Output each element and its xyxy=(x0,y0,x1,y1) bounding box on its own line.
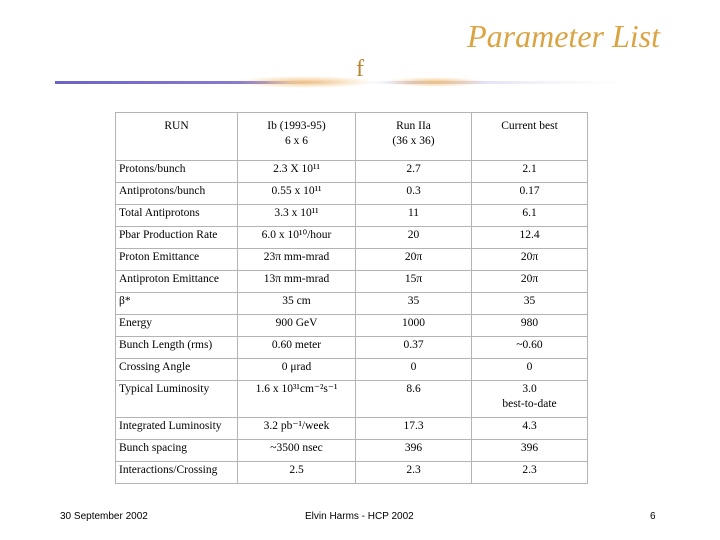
cell-run-iia: 1000 xyxy=(355,314,472,337)
decoration-glyph: f xyxy=(356,56,364,82)
cell-run-iia: 15π xyxy=(355,270,472,293)
cell-run-ib: 2.5 xyxy=(237,461,356,484)
cell-run-iia: 0.3 xyxy=(355,182,472,205)
cell-current-best: 4.3 xyxy=(471,417,588,440)
header-run-iia-line2: (36 x 36) xyxy=(392,135,435,147)
row-label: Proton Emittance xyxy=(115,248,238,271)
title-underline-decoration xyxy=(55,76,655,90)
table-row: Antiproton Emittance 13π mm-mrad 15π 20π xyxy=(115,270,588,293)
cell-current-best: 2.3 xyxy=(471,461,588,484)
table-header-row: RUN Ib (1993-95) 6 x 6 Run IIa (36 x 36)… xyxy=(115,112,588,161)
row-label: Interactions/Crossing xyxy=(115,461,238,484)
header-run: RUN xyxy=(115,112,238,161)
cell-current-best-value: 3.0 xyxy=(522,383,537,395)
cell-run-iia: 2.7 xyxy=(355,160,472,183)
row-label: Integrated Luminosity xyxy=(115,417,238,440)
table-row: Protons/bunch 2.3 X 10¹¹ 2.7 2.1 xyxy=(115,160,588,183)
cell-run-iia: 35 xyxy=(355,292,472,315)
footer-date: 30 September 2002 xyxy=(60,511,148,522)
cell-run-iia: 0.37 xyxy=(355,336,472,359)
table-row: Bunch Length (rms) 0.60 meter 0.37 ~0.60 xyxy=(115,336,588,359)
cell-run-iia: 2.3 xyxy=(355,461,472,484)
table-row: Integrated Luminosity 3.2 pb⁻¹/week 17.3… xyxy=(115,417,588,440)
cell-run-ib: 0 μrad xyxy=(237,358,356,381)
cell-current-best: 2.1 xyxy=(471,160,588,183)
row-label: Bunch Length (rms) xyxy=(115,336,238,359)
cell-run-ib: 1.6 x 10³¹cm⁻²s⁻¹ xyxy=(237,380,356,418)
cell-current-best: 20π xyxy=(471,270,588,293)
header-current-best: Current best xyxy=(471,112,588,161)
parameter-table: RUN Ib (1993-95) 6 x 6 Run IIa (36 x 36)… xyxy=(115,112,588,484)
table-row: Proton Emittance 23π mm-mrad 20π 20π xyxy=(115,248,588,271)
slide-title: Parameter List xyxy=(467,18,660,54)
footer-presenter: Elvin Harms - HCP 2002 xyxy=(305,511,414,522)
table-row: Pbar Production Rate 6.0 x 10¹⁰/hour 20 … xyxy=(115,226,588,249)
row-label: Crossing Angle xyxy=(115,358,238,381)
row-label: Typical Luminosity xyxy=(115,380,238,418)
cell-current-best: 35 xyxy=(471,292,588,315)
cell-run-iia: 11 xyxy=(355,204,472,227)
header-run-ib-line1: Ib (1993-95) xyxy=(267,120,326,132)
table-row: Typical Luminosity 1.6 x 10³¹cm⁻²s⁻¹ 8.6… xyxy=(115,380,588,418)
cell-run-iia: 0 xyxy=(355,358,472,381)
cell-current-best: 12.4 xyxy=(471,226,588,249)
footer-page-number: 6 xyxy=(650,511,656,522)
row-label: Total Antiprotons xyxy=(115,204,238,227)
cell-run-ib: 3.2 pb⁻¹/week xyxy=(237,417,356,440)
table-row: Antiprotons/bunch 0.55 x 10¹¹ 0.3 0.17 xyxy=(115,182,588,205)
cell-run-ib: 6.0 x 10¹⁰/hour xyxy=(237,226,356,249)
row-label: Pbar Production Rate xyxy=(115,226,238,249)
row-label: β* xyxy=(115,292,238,315)
row-label: Energy xyxy=(115,314,238,337)
header-run-iia: Run IIa (36 x 36) xyxy=(355,112,472,161)
cell-run-iia: 396 xyxy=(355,439,472,462)
row-label: Antiprotons/bunch xyxy=(115,182,238,205)
table-row: Crossing Angle 0 μrad 0 0 xyxy=(115,358,588,381)
cell-run-ib: 13π mm-mrad xyxy=(237,270,356,293)
header-run-ib-line2: 6 x 6 xyxy=(285,135,308,147)
cell-current-best: 20π xyxy=(471,248,588,271)
header-run-iia-line1: Run IIa xyxy=(396,120,431,132)
cell-current-best: 0.17 xyxy=(471,182,588,205)
cell-current-best-note: best-to-date xyxy=(502,398,557,410)
cell-run-iia: 20 xyxy=(355,226,472,249)
cell-run-iia: 17.3 xyxy=(355,417,472,440)
cell-run-ib: 23π mm-mrad xyxy=(237,248,356,271)
cell-run-ib: 3.3 x 10¹¹ xyxy=(237,204,356,227)
cell-current-best: 980 xyxy=(471,314,588,337)
cell-run-ib: 900 GeV xyxy=(237,314,356,337)
table-row: Interactions/Crossing 2.5 2.3 2.3 xyxy=(115,461,588,484)
cell-run-ib: 35 cm xyxy=(237,292,356,315)
row-label: Protons/bunch xyxy=(115,160,238,183)
cell-current-best: 6.1 xyxy=(471,204,588,227)
table-row: β* 35 cm 35 35 xyxy=(115,292,588,315)
cell-run-iia: 20π xyxy=(355,248,472,271)
cell-run-ib: 0.60 meter xyxy=(237,336,356,359)
table-row: Energy 900 GeV 1000 980 xyxy=(115,314,588,337)
cell-run-ib: 0.55 x 10¹¹ xyxy=(237,182,356,205)
cell-current-best: 0 xyxy=(471,358,588,381)
cell-run-iia: 8.6 xyxy=(355,380,472,418)
header-run-ib: Ib (1993-95) 6 x 6 xyxy=(237,112,356,161)
cell-current-best: 3.0 best-to-date xyxy=(471,380,588,418)
table-row: Total Antiprotons 3.3 x 10¹¹ 11 6.1 xyxy=(115,204,588,227)
table-row: Bunch spacing ~3500 nsec 396 396 xyxy=(115,439,588,462)
cell-run-ib: 2.3 X 10¹¹ xyxy=(237,160,356,183)
row-label: Antiproton Emittance xyxy=(115,270,238,293)
cell-run-ib: ~3500 nsec xyxy=(237,439,356,462)
cell-current-best: ~0.60 xyxy=(471,336,588,359)
cell-current-best: 396 xyxy=(471,439,588,462)
row-label: Bunch spacing xyxy=(115,439,238,462)
